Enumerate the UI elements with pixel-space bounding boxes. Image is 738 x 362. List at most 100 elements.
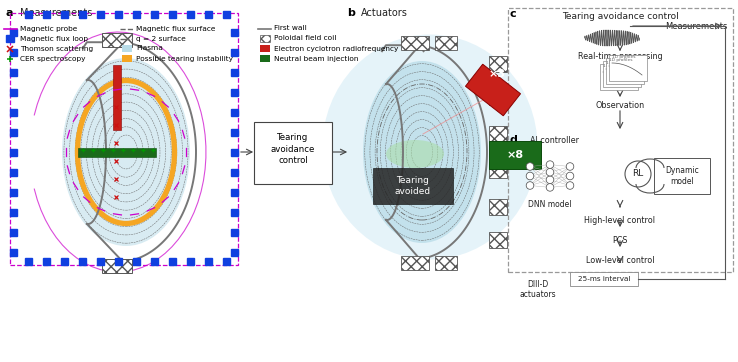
Circle shape <box>546 168 554 176</box>
Bar <box>489 89 507 105</box>
Bar <box>78 11 86 18</box>
Text: Measurements: Measurements <box>20 8 92 18</box>
Bar <box>231 68 238 76</box>
Circle shape <box>546 161 554 168</box>
Text: AI controller: AI controller <box>530 136 579 145</box>
Bar <box>435 36 457 50</box>
Bar <box>231 148 238 156</box>
Bar <box>260 55 270 62</box>
Text: DNN model: DNN model <box>528 200 572 209</box>
Bar <box>43 11 49 18</box>
Text: Thomson scattering: Thomson scattering <box>20 46 93 51</box>
Bar <box>10 29 17 35</box>
Bar <box>231 49 238 55</box>
Circle shape <box>566 163 574 170</box>
FancyBboxPatch shape <box>254 122 332 184</box>
Bar <box>231 29 238 35</box>
Bar <box>168 11 176 18</box>
Text: ×8: ×8 <box>506 150 523 160</box>
Bar <box>231 248 238 256</box>
Text: RL: RL <box>632 169 644 178</box>
Text: 1D profiles: 1D profiles <box>603 64 627 68</box>
FancyBboxPatch shape <box>654 158 710 194</box>
Ellipse shape <box>323 34 537 260</box>
Bar <box>102 33 132 47</box>
Text: Real-time processing: Real-time processing <box>578 52 662 61</box>
Bar <box>10 88 17 96</box>
Text: Tearing avoidance control: Tearing avoidance control <box>562 12 678 21</box>
Bar <box>570 272 638 286</box>
Text: 1D profiles: 1D profiles <box>606 61 630 65</box>
Text: First wall: First wall <box>274 25 307 31</box>
Bar <box>10 13 238 265</box>
Text: Measurements: Measurements <box>665 22 727 31</box>
Text: High-level control: High-level control <box>584 216 655 225</box>
Circle shape <box>526 172 534 180</box>
Circle shape <box>526 163 534 170</box>
Text: Magnetic flux surface: Magnetic flux surface <box>136 25 215 31</box>
Bar <box>61 258 67 265</box>
Text: q = 2 surface: q = 2 surface <box>136 35 186 42</box>
Bar <box>10 168 17 176</box>
Bar <box>231 228 238 236</box>
Bar <box>122 55 132 62</box>
Bar <box>43 258 49 265</box>
Text: d: d <box>510 135 518 145</box>
Bar <box>10 68 17 76</box>
Bar <box>489 56 507 72</box>
Text: Actuators: Actuators <box>361 8 408 18</box>
Bar <box>222 258 230 265</box>
Text: CER spectroscopy: CER spectroscopy <box>20 55 86 62</box>
Text: DIII-D
actuators: DIII-D actuators <box>520 280 556 299</box>
Bar <box>10 49 17 55</box>
Bar <box>97 11 103 18</box>
Bar <box>97 258 103 265</box>
Circle shape <box>566 172 574 180</box>
Text: Tearing
avoidance
control: Tearing avoidance control <box>271 133 315 165</box>
Circle shape <box>546 176 554 184</box>
Bar <box>151 258 157 265</box>
Bar <box>603 61 641 87</box>
Bar <box>168 258 176 265</box>
Circle shape <box>566 182 574 189</box>
Circle shape <box>546 184 554 191</box>
Bar <box>10 189 17 195</box>
Bar <box>260 35 270 42</box>
Text: c: c <box>510 9 517 19</box>
Bar <box>489 162 507 178</box>
Bar <box>10 148 17 156</box>
Text: Dynamic
model: Dynamic model <box>665 166 699 186</box>
Bar <box>260 45 270 52</box>
Bar <box>600 64 638 90</box>
Ellipse shape <box>386 140 444 168</box>
Text: Plasma: Plasma <box>136 46 163 51</box>
Bar <box>24 258 32 265</box>
Bar <box>401 36 429 50</box>
Bar <box>10 109 17 115</box>
Bar <box>489 126 507 142</box>
Bar <box>102 259 132 273</box>
Bar <box>187 11 193 18</box>
Bar <box>435 256 457 270</box>
Bar <box>489 232 507 248</box>
Bar <box>151 11 157 18</box>
Bar <box>10 209 17 215</box>
Text: b: b <box>347 8 355 18</box>
Bar <box>78 258 86 265</box>
Text: Low-level control: Low-level control <box>586 256 655 265</box>
Bar <box>114 11 122 18</box>
Text: PCS: PCS <box>613 236 628 245</box>
Text: Possible tearing instability: Possible tearing instability <box>136 55 233 62</box>
Bar <box>489 199 507 215</box>
Text: Observation: Observation <box>596 101 644 110</box>
Text: 1D profiles: 1D profiles <box>609 58 632 62</box>
Ellipse shape <box>62 58 190 246</box>
Bar <box>6 35 14 42</box>
Circle shape <box>526 182 534 189</box>
Bar <box>231 168 238 176</box>
Bar <box>231 88 238 96</box>
Bar <box>204 258 212 265</box>
Text: Neutral beam injection: Neutral beam injection <box>274 55 359 62</box>
Bar <box>231 109 238 115</box>
Bar <box>133 258 139 265</box>
